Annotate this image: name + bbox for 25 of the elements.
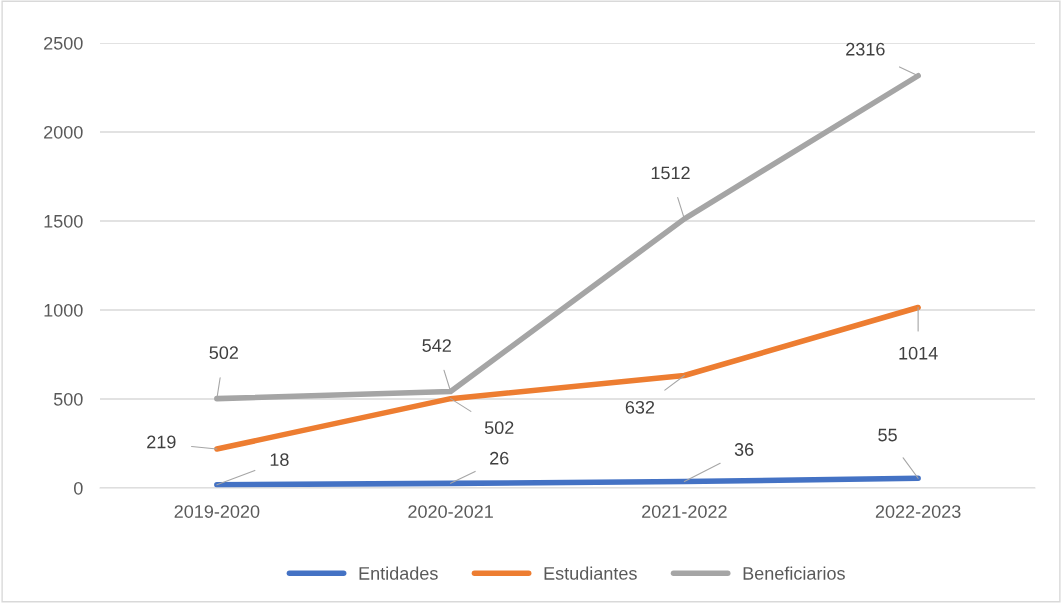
data-label: 219 — [147, 435, 176, 449]
data-label: 502 — [484, 421, 514, 435]
data-label: 632 — [625, 400, 655, 414]
x-tick-label: 2020-2021 — [408, 505, 493, 518]
data-label: 55 — [878, 428, 897, 442]
data-label: 1014 — [899, 346, 938, 360]
legend-label: Estudiantes — [544, 566, 637, 580]
data-label: 18 — [270, 453, 289, 467]
y-tick-label: 1500 — [44, 214, 83, 228]
y-tick-label: 1000 — [44, 303, 83, 317]
y-tick-label: 500 — [53, 392, 83, 406]
y-tick-label: 0 — [74, 481, 83, 495]
x-tick-label: 2019-2020 — [174, 505, 260, 518]
data-label: 502 — [209, 346, 238, 360]
x-tick-label: 2021-2022 — [642, 505, 727, 518]
y-tick-label: 2500 — [44, 36, 83, 50]
data-label: 26 — [490, 451, 509, 465]
data-label: 1512 — [651, 166, 690, 180]
legend-label: Entidades — [359, 566, 438, 580]
legend-label: Beneficiarios — [743, 566, 845, 580]
x-tick-label: 2022-2023 — [875, 505, 961, 518]
y-tick-label: 2000 — [44, 125, 83, 139]
data-label: 542 — [422, 339, 451, 352]
data-label: 36 — [734, 443, 754, 456]
data-label: 2316 — [846, 42, 885, 56]
